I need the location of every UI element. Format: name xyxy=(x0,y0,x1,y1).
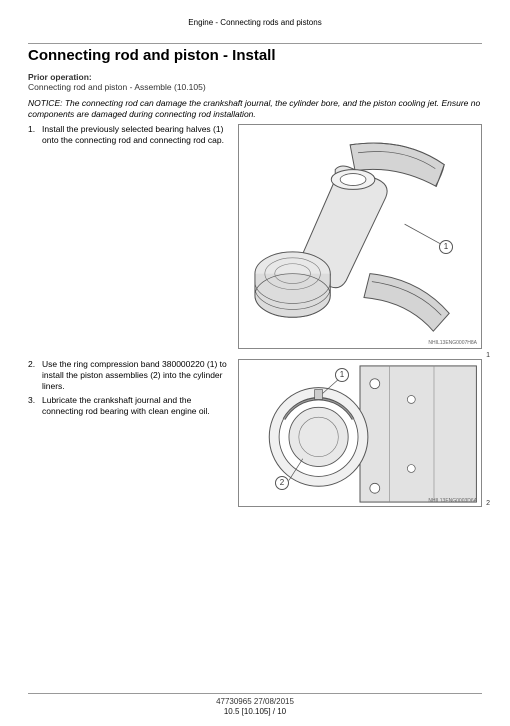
page-footer: 47730965 27/08/2015 10.5 [10.105] / 10 xyxy=(0,697,510,716)
notice-text: The connecting rod can damage the cranks… xyxy=(28,98,480,119)
figure-1-code: NHIL13ENG0007H8A xyxy=(428,340,477,346)
figure-2-number: 2 xyxy=(486,500,490,507)
figure-2-col: 1 2 NHIL13ENG0003D6A 2 xyxy=(238,359,482,507)
divider-bottom xyxy=(28,693,482,694)
page-header-breadcrumb: Engine - Connecting rods and pistons xyxy=(28,18,482,27)
footer-pageref: 10.5 [10.105] / 10 xyxy=(0,707,510,716)
figure-1-number: 1 xyxy=(486,352,490,359)
step-text: Use the ring compression band 380000220 … xyxy=(42,359,232,391)
figure-1-diagram xyxy=(239,125,481,348)
step-text: Lubricate the crankshaft journal and the… xyxy=(42,395,232,416)
row-step-1: 1. Install the previously selected beari… xyxy=(28,124,482,359)
steps-col-1: 1. Install the previously selected beari… xyxy=(28,124,238,149)
step-number: 2. xyxy=(28,359,42,391)
footer-docdate: 47730965 27/08/2015 xyxy=(0,697,510,706)
steps-col-2: 2. Use the ring compression band 3800002… xyxy=(28,359,238,420)
notice-label: NOTICE: xyxy=(28,98,62,108)
row-step-2: 2. Use the ring compression band 3800002… xyxy=(28,359,482,507)
figure-1-col: 1 NHIL13ENG0007H8A 1 xyxy=(238,124,482,359)
figure-1-frame: 1 NHIL13ENG0007H8A xyxy=(238,124,482,349)
figure-2-code: NHIL13ENG0003D6A xyxy=(428,498,477,504)
notice-block: NOTICE: The connecting rod can damage th… xyxy=(28,98,482,119)
figure-2-frame: 1 2 NHIL13ENG0003D6A xyxy=(238,359,482,507)
step-item: 2. Use the ring compression band 3800002… xyxy=(28,359,232,391)
prior-operation-ref: Connecting rod and piston - Assemble (10… xyxy=(28,82,482,92)
step-text: Install the previously selected bearing … xyxy=(42,124,232,145)
step-number: 3. xyxy=(28,395,42,416)
step-number: 1. xyxy=(28,124,42,145)
step-item: 1. Install the previously selected beari… xyxy=(28,124,232,145)
divider-top xyxy=(28,43,482,44)
page-title: Connecting rod and piston - Install xyxy=(28,47,482,64)
prior-operation-label: Prior operation: xyxy=(28,72,482,82)
step-item: 3. Lubricate the crankshaft journal and … xyxy=(28,395,232,416)
